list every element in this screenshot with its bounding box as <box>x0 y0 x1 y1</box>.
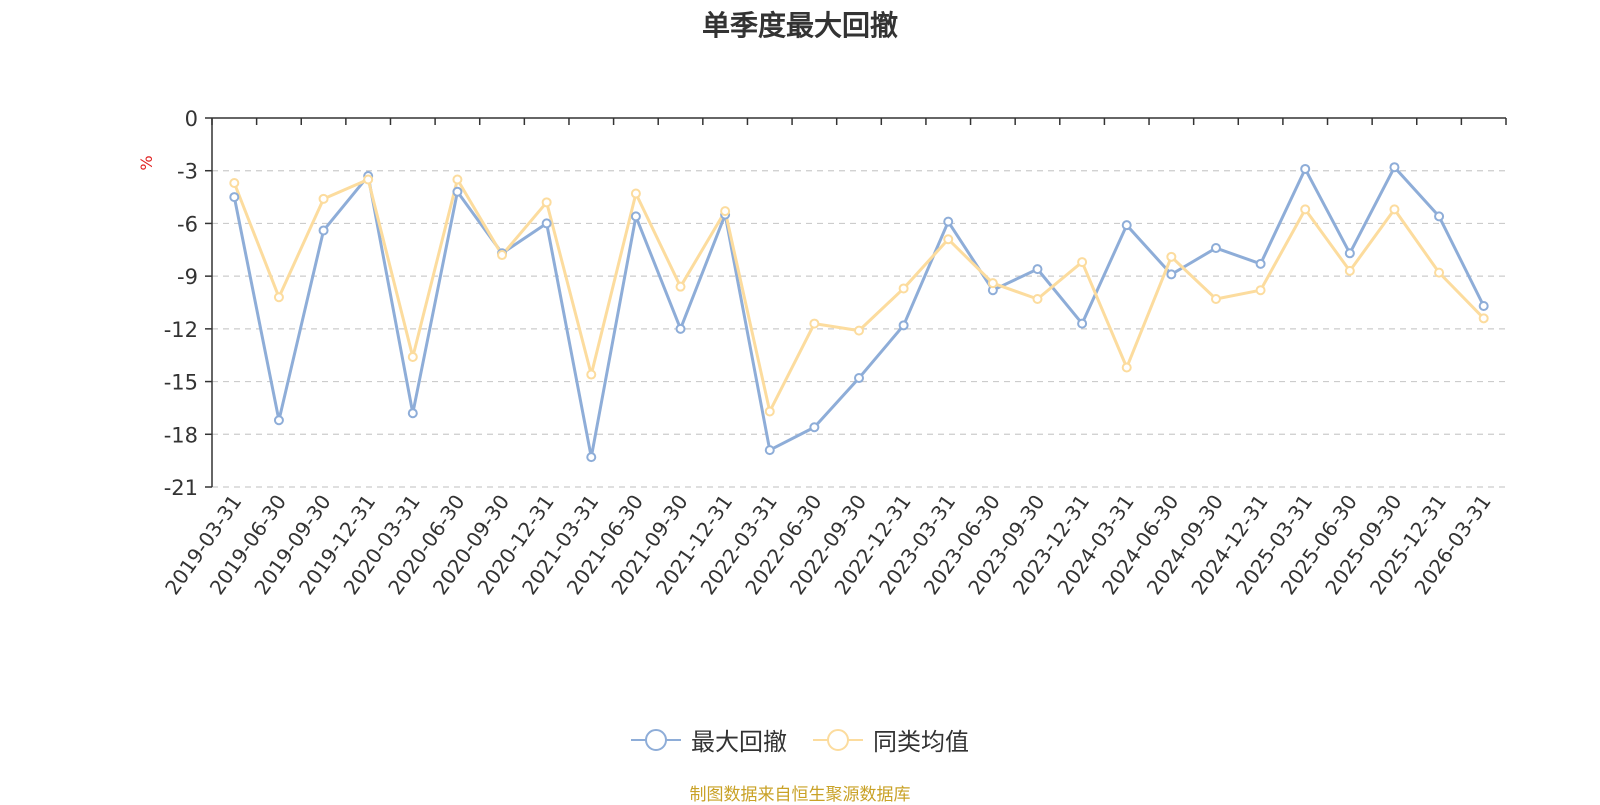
y-tick-label: -9 <box>177 265 198 289</box>
data-point[interactable] <box>318 225 329 236</box>
data-point[interactable] <box>1032 293 1043 304</box>
data-point[interactable] <box>586 369 597 380</box>
data-point[interactable] <box>898 283 909 294</box>
data-point[interactable] <box>541 218 552 229</box>
legend: 最大回撤 同类均值 <box>0 722 1600 757</box>
data-point[interactable] <box>1344 248 1355 259</box>
data-point[interactable] <box>1077 318 1088 329</box>
data-point[interactable] <box>1300 163 1311 174</box>
data-point[interactable] <box>586 452 597 463</box>
data-point[interactable] <box>1210 243 1221 254</box>
y-tick-label: -6 <box>177 212 198 236</box>
data-point[interactable] <box>898 320 909 331</box>
grid-lines <box>212 170 1506 488</box>
data-point[interactable] <box>407 351 418 362</box>
data-point[interactable] <box>809 318 820 329</box>
data-point[interactable] <box>1389 162 1400 173</box>
y-tick-label: 0 <box>185 107 198 131</box>
data-point[interactable] <box>987 278 998 289</box>
data-point[interactable] <box>854 325 864 336</box>
data-point[interactable] <box>273 292 284 303</box>
data-point[interactable] <box>1478 301 1489 312</box>
data-point[interactable] <box>764 445 775 456</box>
data-point[interactable] <box>273 415 284 426</box>
data-point[interactable] <box>1478 313 1489 324</box>
data-point[interactable] <box>854 373 864 384</box>
legend-item-max-drawdown[interactable]: 最大回撤 <box>631 722 787 757</box>
legend-line-circle-icon <box>813 728 863 751</box>
data-point[interactable] <box>452 174 463 185</box>
data-point[interactable] <box>764 406 775 417</box>
y-axis-unit-label: % <box>137 155 156 170</box>
data-point[interactable] <box>318 193 329 204</box>
data-source-note: 制图数据来自恒生聚源数据库 <box>689 785 911 805</box>
y-tick-label: -12 <box>164 318 198 342</box>
data-point[interactable] <box>229 178 240 189</box>
data-point[interactable] <box>1121 220 1132 231</box>
data-point[interactable] <box>1210 293 1221 304</box>
data-point[interactable] <box>1344 265 1355 276</box>
data-point[interactable] <box>1300 204 1311 215</box>
data-point[interactable] <box>1255 285 1266 296</box>
legend-line-circle-icon <box>631 728 681 751</box>
series-line-0 <box>232 165 1486 459</box>
data-point[interactable] <box>1434 267 1445 278</box>
data-point[interactable] <box>452 186 463 197</box>
data-point[interactable] <box>630 211 641 222</box>
data-point[interactable] <box>1166 269 1177 280</box>
line-chart: 0-3-6-9-12-15-18-212019-03-312019-06-302… <box>137 107 1507 599</box>
data-point[interactable] <box>1032 264 1043 275</box>
y-tick-label: -3 <box>177 160 198 184</box>
legend-label-max-drawdown: 最大回撤 <box>691 728 787 756</box>
data-point[interactable] <box>1434 211 1445 222</box>
y-tick-label: -15 <box>164 371 198 395</box>
data-point[interactable] <box>363 174 374 185</box>
data-point[interactable] <box>675 281 686 292</box>
data-point[interactable] <box>1166 251 1177 262</box>
data-point[interactable] <box>1255 258 1266 269</box>
data-point[interactable] <box>407 408 418 419</box>
data-point[interactable] <box>1077 257 1088 268</box>
data-point[interactable] <box>1121 362 1132 373</box>
data-point[interactable] <box>541 197 552 208</box>
data-point[interactable] <box>720 206 731 217</box>
y-tick-label: -18 <box>164 423 198 447</box>
legend-item-peer-average[interactable]: 同类均值 <box>813 722 969 757</box>
data-point[interactable] <box>675 323 686 334</box>
data-point[interactable] <box>229 192 240 203</box>
data-point[interactable] <box>943 234 954 245</box>
data-point[interactable] <box>809 422 820 433</box>
data-point[interactable] <box>630 188 641 199</box>
data-point[interactable] <box>497 250 508 261</box>
series-lines <box>229 162 1489 463</box>
chart-title: 单季度最大回撤 <box>701 9 898 42</box>
legend-label-peer-average: 同类均值 <box>873 728 969 756</box>
y-tick-label: -21 <box>164 476 198 500</box>
data-point[interactable] <box>1389 204 1400 215</box>
data-point[interactable] <box>943 216 954 227</box>
